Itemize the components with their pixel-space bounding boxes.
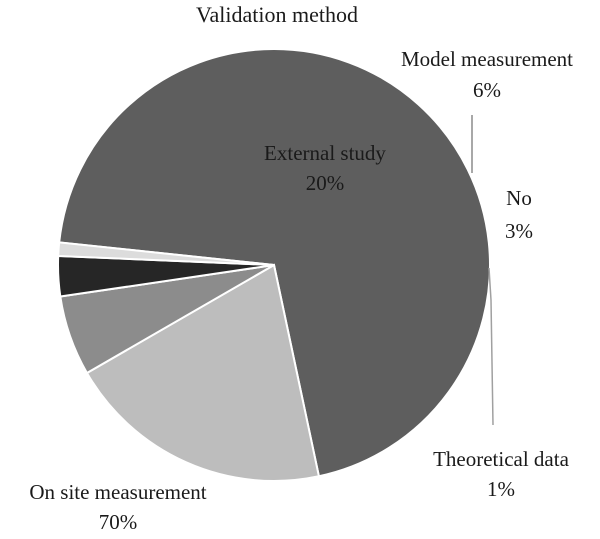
slice-label-theoretical-data: Theoretical data [433,447,570,471]
chart-title: Validation method [196,2,358,27]
slice-label-no: No [506,186,532,210]
slice-label-on-site-measurement: On site measurement [29,480,206,504]
slice-pct-on-site-measurement: 70% [99,510,138,534]
slice-pct-external-study: 20% [306,171,345,195]
slice-label-model-measurement: Model measurement [401,47,573,71]
pie-slices [57,48,491,482]
pie-slice-on-site-measurement [58,48,491,478]
leader-line-theoretical-data [488,267,494,426]
slice-label-external-study: External study [264,141,386,165]
slice-pct-theoretical-data: 1% [487,477,515,501]
leader-lines [471,115,494,426]
pie-slice-theoretical-data [57,241,275,266]
slice-pct-model-measurement: 6% [473,78,501,102]
pie-slice-external-study [85,263,321,482]
slice-pct-no: 3% [505,219,533,243]
